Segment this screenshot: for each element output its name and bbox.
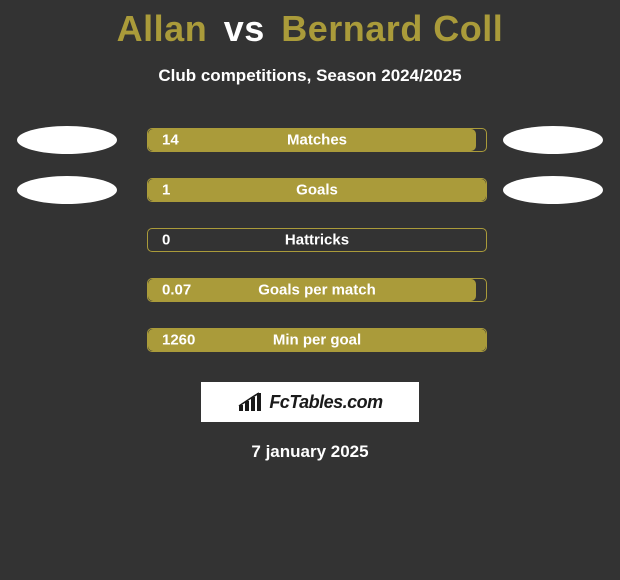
stat-bar: 14 Matches — [147, 128, 487, 152]
stat-label: Goals — [148, 182, 486, 199]
branding-text: FcTables.com — [269, 392, 382, 413]
stat-row: 1260 Min per goal — [0, 326, 620, 354]
left-badge — [17, 126, 117, 154]
page-title: Allan vs Bernard Coll — [0, 8, 620, 50]
stat-label: Goals per match — [148, 282, 486, 299]
stat-row: 14 Matches — [0, 126, 620, 154]
date-text: 7 january 2025 — [0, 442, 620, 462]
stat-row: 1 Goals — [0, 176, 620, 204]
stat-bar: 0.07 Goals per match — [147, 278, 487, 302]
left-badge — [17, 176, 117, 204]
subtitle: Club competitions, Season 2024/2025 — [0, 66, 620, 86]
player2-name: Bernard Coll — [281, 8, 503, 49]
stat-label: Matches — [148, 132, 486, 149]
stat-row: 0 Hattricks — [0, 226, 620, 254]
stat-bar: 1 Goals — [147, 178, 487, 202]
vs-separator: vs — [218, 8, 271, 49]
stats-container: 14 Matches 1 Goals 0 Hattricks — [0, 126, 620, 354]
branding-box: FcTables.com — [201, 382, 419, 422]
right-badge — [503, 176, 603, 204]
stat-label: Min per goal — [148, 332, 486, 349]
stat-bar: 1260 Min per goal — [147, 328, 487, 352]
bar-chart-icon — [237, 391, 263, 413]
stat-row: 0.07 Goals per match — [0, 276, 620, 304]
stat-label: Hattricks — [148, 232, 486, 249]
player1-name: Allan — [117, 8, 208, 49]
right-badge — [503, 126, 603, 154]
stat-bar: 0 Hattricks — [147, 228, 487, 252]
